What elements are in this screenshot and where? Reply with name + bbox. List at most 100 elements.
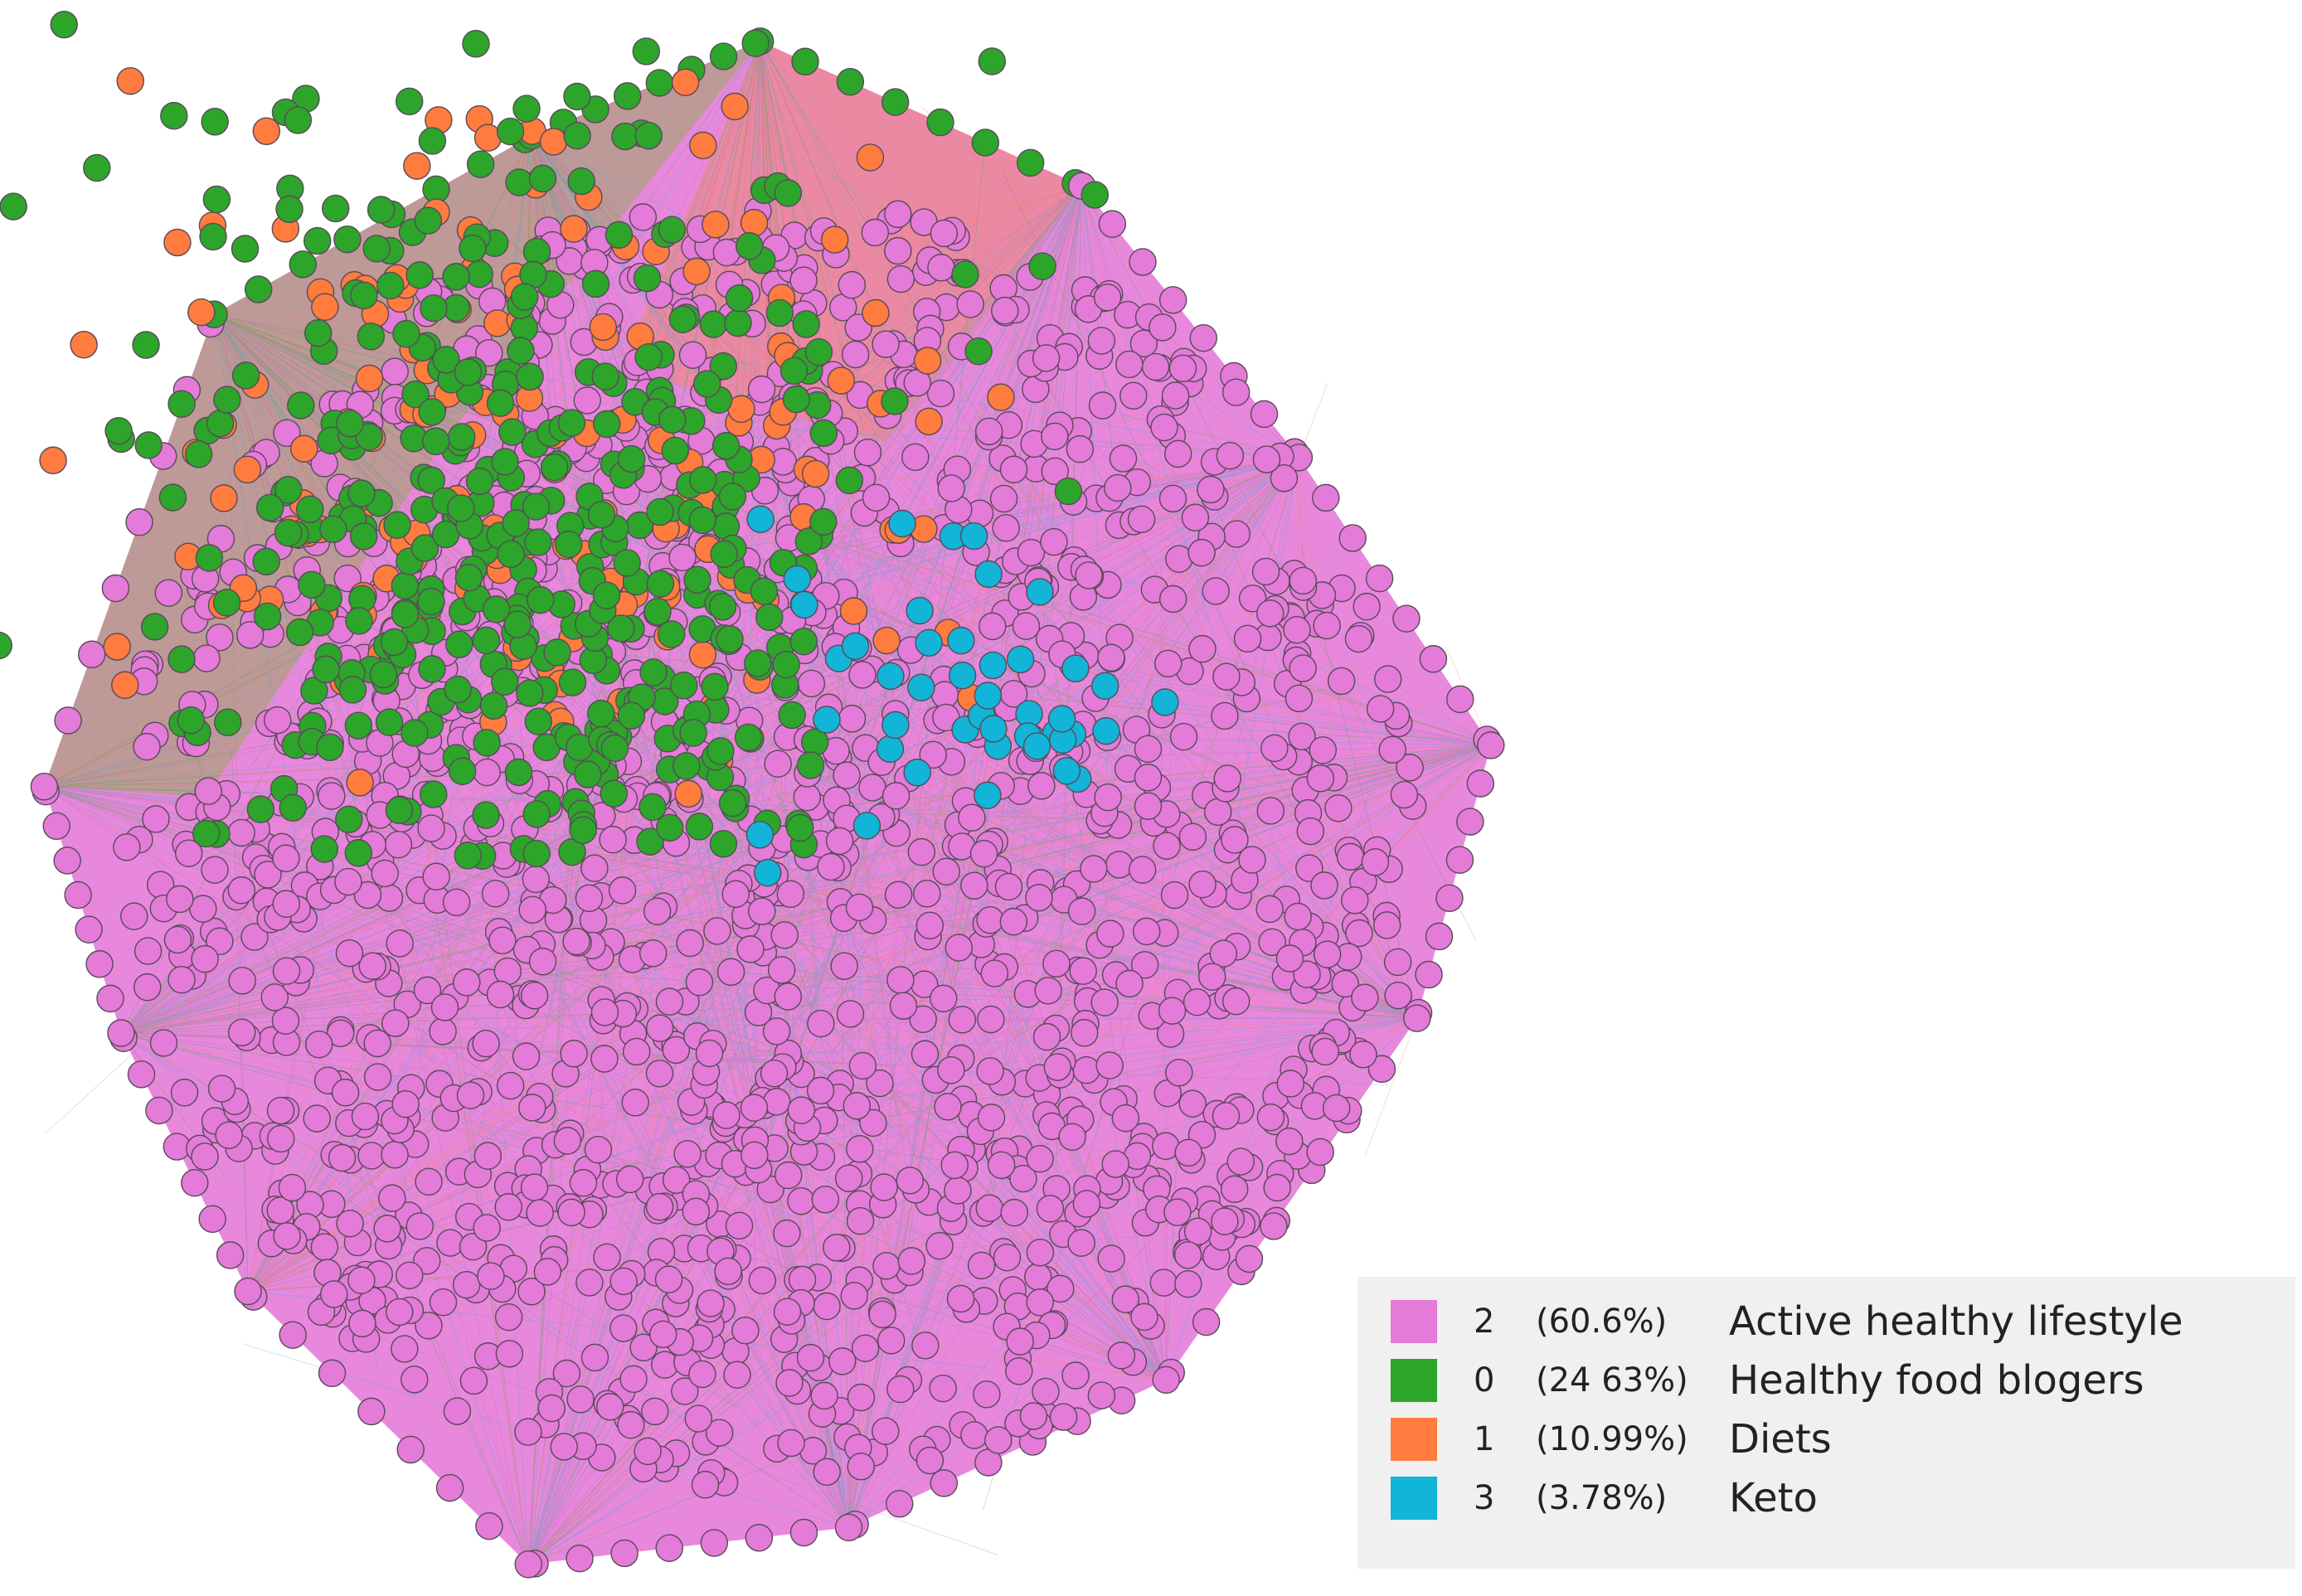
node [881, 782, 911, 810]
node [786, 813, 814, 842]
node [347, 479, 376, 507]
node [472, 626, 501, 655]
node [1096, 919, 1124, 948]
node [140, 613, 169, 641]
edge [527, 690, 788, 1564]
node [841, 632, 870, 661]
node [789, 266, 818, 294]
node [669, 672, 698, 700]
node [417, 587, 445, 616]
node [979, 715, 1008, 743]
node [391, 1089, 420, 1118]
legend-row: 1 (10.99%) Diets [1357, 1414, 2295, 1464]
node [872, 1252, 901, 1280]
edge [589, 1017, 1417, 1107]
node [964, 337, 993, 366]
node [1066, 434, 1095, 463]
node [456, 1081, 485, 1109]
node [1047, 1274, 1075, 1303]
node [1041, 457, 1069, 486]
node [748, 1266, 777, 1295]
node [777, 1429, 805, 1458]
node [807, 1009, 835, 1038]
edge [848, 654, 962, 1528]
node [1258, 928, 1286, 957]
node [133, 973, 162, 1002]
node [632, 37, 661, 65]
edge [1032, 457, 1299, 914]
node [830, 952, 858, 980]
node [163, 228, 192, 257]
node [1141, 352, 1170, 381]
node [1026, 1144, 1054, 1173]
node [567, 167, 595, 196]
node [947, 626, 975, 655]
node [1181, 503, 1210, 532]
node [1134, 792, 1163, 820]
node [558, 668, 587, 696]
node [448, 757, 477, 785]
node [645, 1192, 674, 1221]
node [355, 423, 383, 451]
edge [525, 930, 849, 1528]
node [543, 638, 571, 667]
node [107, 1019, 135, 1047]
node [1324, 794, 1353, 822]
node [516, 679, 544, 707]
node [1090, 988, 1119, 1016]
node [1111, 1104, 1140, 1133]
node [429, 1017, 457, 1045]
node [429, 1288, 458, 1317]
node [189, 895, 217, 923]
node [1188, 870, 1217, 899]
node [1275, 944, 1304, 973]
node [827, 366, 856, 395]
node [70, 330, 98, 359]
node [39, 446, 67, 475]
node [488, 926, 517, 955]
node [447, 494, 475, 522]
node [1069, 957, 1097, 985]
node [486, 980, 515, 1009]
node [658, 620, 686, 648]
node [168, 965, 196, 994]
node [691, 1471, 720, 1499]
node [974, 560, 1003, 589]
node [510, 283, 539, 311]
node [841, 340, 870, 369]
node [384, 830, 413, 859]
edge [760, 41, 1018, 927]
node [475, 338, 503, 367]
edge [44, 786, 537, 860]
node [496, 1071, 525, 1100]
node [643, 597, 672, 626]
node [266, 1096, 295, 1125]
node [1026, 1288, 1054, 1317]
node [279, 793, 308, 822]
node [517, 1278, 546, 1306]
node [569, 816, 597, 845]
node [1158, 585, 1187, 614]
node [214, 708, 242, 737]
node [617, 444, 646, 473]
node [212, 589, 241, 617]
node [418, 127, 447, 155]
node [930, 984, 958, 1013]
node [475, 1511, 503, 1540]
node [1081, 181, 1110, 209]
node [932, 857, 960, 886]
edge [741, 41, 761, 318]
node [1361, 848, 1390, 876]
node [967, 1251, 996, 1280]
node [789, 1518, 818, 1547]
edge [247, 685, 935, 1292]
node [590, 1045, 619, 1073]
node [351, 1102, 380, 1131]
node [1019, 1402, 1048, 1430]
node [311, 293, 339, 321]
node [796, 1343, 825, 1372]
node [636, 827, 664, 856]
node [783, 565, 812, 594]
node [459, 234, 487, 263]
node [1289, 654, 1317, 682]
